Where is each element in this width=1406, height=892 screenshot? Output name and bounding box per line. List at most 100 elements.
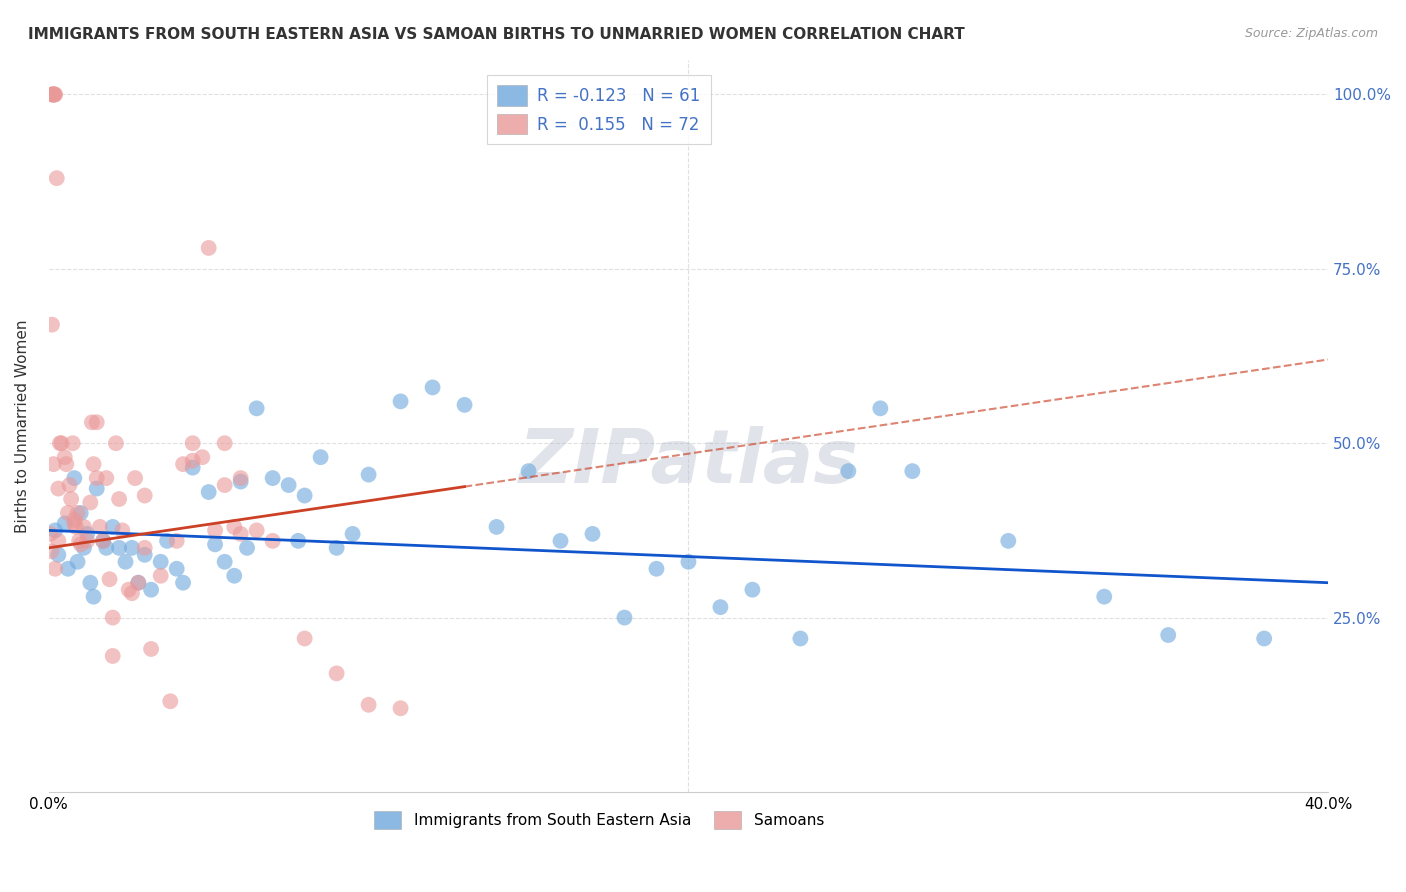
Point (139, 642, 162, 657)
Point (678, 555, 700, 569)
Text: ZIPatlas: ZIPatlas (519, 425, 859, 499)
Point (869, 401, 891, 416)
Point (156, 533, 179, 548)
Point (96, 471, 118, 485)
Point (121, 586, 143, 600)
Point (69, 537, 91, 551)
Point (1092, 590, 1115, 604)
Point (214, 478, 236, 492)
Point (91, 533, 114, 548)
Point (55, 457, 77, 471)
Text: Source: ZipAtlas.com: Source: ZipAtlas.com (1244, 27, 1378, 40)
Point (550, 533, 572, 548)
Point (96, 541, 118, 555)
Point (63, 516, 86, 531)
Point (101, 610, 124, 624)
Point (159, 694, 181, 708)
Point (86, 415, 108, 429)
Point (101, 520, 124, 534)
Point (325, 541, 347, 555)
Point (101, 648, 124, 663)
Point (204, 524, 226, 538)
Point (86, 482, 108, 496)
Point (44, 87, 66, 102)
Legend: Immigrants from South Eastern Asia, Samoans: Immigrants from South Eastern Asia, Samo… (368, 805, 830, 836)
Point (789, 632, 811, 646)
Point (134, 541, 156, 555)
Point (214, 436, 236, 450)
Point (645, 562, 668, 576)
Point (45, 171, 67, 186)
Point (389, 701, 412, 715)
Point (63, 513, 86, 527)
Point (229, 471, 252, 485)
Point (108, 491, 131, 506)
Point (69, 506, 91, 520)
Point (53, 516, 76, 531)
Point (67, 533, 90, 548)
Point (76, 533, 98, 548)
Point (46, 533, 69, 548)
Point (357, 698, 380, 712)
Point (53, 450, 76, 465)
Point (166, 533, 188, 548)
Point (86, 471, 108, 485)
Point (66, 506, 89, 520)
Point (197, 485, 219, 500)
Point (262, 471, 284, 485)
Point (229, 475, 252, 489)
Point (91, 533, 114, 548)
Point (65, 520, 87, 534)
Point (39, 544, 62, 558)
Point (79, 575, 101, 590)
Point (149, 568, 172, 582)
Point (181, 453, 204, 467)
Point (42, 87, 65, 102)
Point (837, 464, 859, 478)
Point (111, 524, 134, 538)
Point (60, 491, 83, 506)
Point (181, 436, 204, 450)
Point (56, 562, 79, 576)
Point (277, 478, 299, 492)
Point (224, 568, 246, 582)
Point (83, 457, 105, 471)
Point (118, 582, 141, 597)
Point (134, 489, 156, 503)
Point (262, 533, 284, 548)
Point (172, 457, 194, 471)
Point (124, 471, 146, 485)
Point (325, 666, 347, 681)
Point (66, 555, 89, 569)
Point (51, 436, 73, 450)
Point (214, 555, 236, 569)
Point (46, 482, 69, 496)
Point (58, 478, 80, 492)
Point (44, 524, 66, 538)
Point (294, 632, 316, 646)
Point (581, 527, 603, 541)
Point (287, 533, 309, 548)
Point (104, 436, 127, 450)
Point (62, 436, 84, 450)
Y-axis label: Births to Unmarried Women: Births to Unmarried Women (15, 319, 30, 533)
Point (709, 600, 731, 615)
Point (166, 562, 188, 576)
Point (1253, 632, 1275, 646)
Point (485, 520, 508, 534)
Point (46, 548, 69, 562)
Point (309, 450, 332, 465)
Point (73, 541, 96, 555)
Point (76, 527, 98, 541)
Point (204, 537, 226, 551)
Point (80, 415, 103, 429)
Point (517, 464, 540, 478)
Point (39, 527, 62, 541)
Point (1157, 628, 1180, 642)
Point (172, 575, 194, 590)
Point (191, 450, 214, 465)
Point (197, 241, 219, 255)
Point (108, 541, 131, 555)
Point (114, 555, 136, 569)
Point (41, 87, 63, 102)
